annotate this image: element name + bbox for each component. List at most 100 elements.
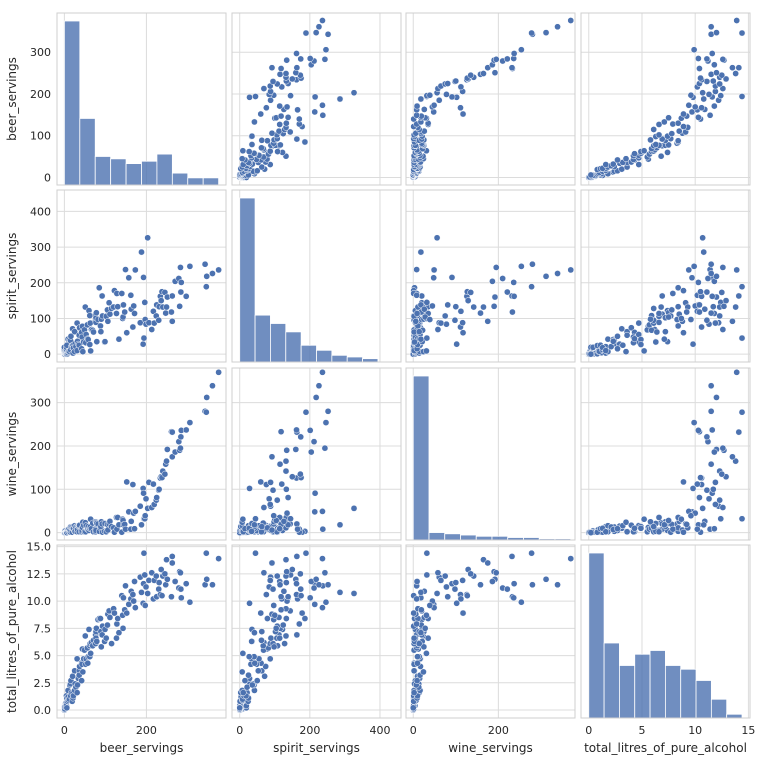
- scatter-point: [257, 609, 265, 617]
- scatter-point: [510, 594, 518, 602]
- scatter-point: [292, 446, 300, 453]
- scatter-point: [680, 123, 687, 130]
- scatter-point: [301, 615, 309, 622]
- scatter-point: [665, 114, 672, 122]
- scatter-point: [276, 634, 284, 642]
- scatter-point: [284, 494, 292, 501]
- scatter-point: [618, 325, 626, 333]
- panel-spirit-vs-spirit: [231, 189, 402, 363]
- scatter-point: [279, 621, 287, 629]
- scatter-point: [97, 643, 105, 651]
- scatter-point: [288, 75, 296, 83]
- scatter-point: [508, 553, 516, 560]
- scatter-point: [258, 144, 265, 152]
- scatter-point: [276, 71, 284, 78]
- scatter-point: [426, 91, 434, 99]
- scatter-point: [276, 581, 284, 589]
- scatter-point: [554, 581, 561, 589]
- scatter-point: [67, 332, 75, 340]
- scatter-point: [293, 64, 301, 72]
- histogram-bar: [141, 160, 158, 186]
- scatter-point: [306, 427, 314, 434]
- scatter-point: [708, 426, 716, 434]
- scatter-point: [258, 628, 266, 635]
- histogram-bar: [79, 118, 96, 186]
- panel-background: [57, 368, 226, 540]
- scatter-point: [105, 299, 113, 307]
- scatter-point: [707, 260, 715, 268]
- scatter-point: [322, 46, 330, 54]
- scatter-point: [647, 315, 654, 323]
- scatter-point: [410, 689, 418, 696]
- scatter-point: [480, 303, 487, 311]
- panel-beer-vs-spirit: [231, 12, 402, 186]
- scatter-point: [182, 426, 190, 434]
- scatter-point: [238, 155, 246, 163]
- scatter-point: [697, 474, 704, 481]
- scatter-point: [508, 64, 516, 72]
- scatter-point: [698, 323, 705, 331]
- scatter-point: [738, 334, 746, 342]
- scatter-point: [93, 338, 101, 346]
- scatter-point: [141, 571, 149, 579]
- x-axis-label: wine_servings: [448, 741, 533, 755]
- scatter-point: [716, 312, 724, 320]
- scatter-point: [674, 322, 682, 330]
- scatter-point: [282, 485, 290, 493]
- scatter-point: [266, 577, 274, 584]
- scatter-point: [554, 23, 561, 31]
- scatter-point: [123, 609, 131, 617]
- scatter-point: [712, 479, 719, 486]
- scatter-point: [268, 526, 276, 534]
- x-tick-label: 5: [638, 724, 645, 737]
- scatter-point: [73, 689, 81, 696]
- scatter-point: [297, 592, 305, 600]
- scatter-point: [284, 593, 292, 601]
- scatter-point: [163, 457, 170, 465]
- scatter-point: [489, 278, 496, 285]
- histogram-bar: [300, 344, 317, 363]
- histogram-bar: [171, 172, 189, 186]
- scatter-point: [733, 17, 741, 24]
- panel-beer-vs-wine: [405, 12, 576, 186]
- scatter-point: [640, 147, 648, 155]
- histogram-bar: [649, 650, 666, 719]
- scatter-point: [669, 525, 677, 533]
- scatter-point: [168, 559, 176, 567]
- scatter-point: [635, 319, 643, 327]
- scatter-point: [324, 30, 332, 38]
- y-tick-label: 15.0: [27, 541, 52, 554]
- scatter-point: [281, 640, 288, 647]
- scatter-point: [707, 270, 715, 277]
- scatter-point: [168, 317, 176, 325]
- panel-frame: [56, 189, 227, 363]
- scatter-point: [287, 92, 294, 100]
- scatter-point: [708, 292, 716, 300]
- scatter-point: [690, 419, 698, 426]
- scatter-point: [274, 148, 281, 155]
- scatter-point: [84, 659, 92, 667]
- histogram-bar: [588, 552, 605, 719]
- scatter-point: [270, 602, 278, 609]
- scatter-point: [129, 591, 137, 598]
- panel-wine-vs-spirit: [231, 367, 402, 541]
- scatter-point: [295, 620, 303, 628]
- scatter-point: [113, 310, 120, 317]
- scatter-point: [738, 93, 746, 100]
- scatter-point: [319, 508, 326, 515]
- scatter-point: [322, 419, 330, 426]
- scatter-point: [708, 50, 716, 57]
- scatter-point: [437, 319, 445, 327]
- scatter-point: [321, 569, 329, 577]
- scatter-point: [97, 328, 105, 336]
- scatter-point: [254, 667, 262, 675]
- scatter-point: [640, 515, 648, 523]
- histogram-bar: [346, 356, 363, 363]
- scatter-point: [104, 621, 111, 629]
- scatter-point: [118, 290, 126, 297]
- scatter-point: [697, 74, 704, 82]
- scatter-point: [699, 234, 706, 242]
- scatter-point: [652, 338, 660, 346]
- scatter-point: [484, 559, 492, 567]
- scatter-point: [286, 128, 294, 136]
